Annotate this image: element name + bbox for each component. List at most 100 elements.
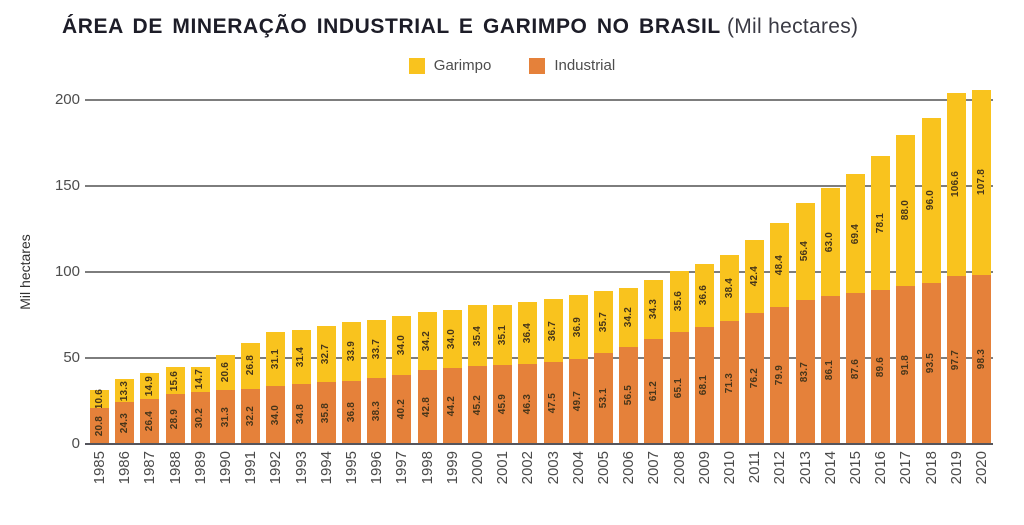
bar-group-2015: 69.4 87.6 <box>846 173 865 444</box>
bar-segment-garimpo: 42.4 <box>745 240 765 313</box>
bar-segment-garimpo: 33.9 <box>342 322 361 381</box>
value-label-garimpo: 36.4 <box>521 322 533 344</box>
value-label-garimpo: 36.6 <box>698 285 710 306</box>
bar-segment-industrial: 71.3 <box>720 321 739 444</box>
value-label-industrial: 32.2 <box>244 406 256 427</box>
bar-segment-industrial: 49.7 <box>568 358 588 444</box>
x-tick-label-1986: 1986 <box>116 451 134 485</box>
value-label-industrial: 98.3 <box>975 349 987 370</box>
value-label-industrial: 38.3 <box>370 400 382 422</box>
bar-segment-garimpo: 36.9 <box>568 295 588 359</box>
x-tick-label-1990: 1990 <box>217 451 234 485</box>
bar-segment-industrial: 34.8 <box>291 384 311 444</box>
x-tick-label-1988: 1988 <box>166 451 184 485</box>
bar-segment-industrial: 24.3 <box>115 402 135 444</box>
y-tick-label-200: 200 <box>54 91 80 108</box>
gridline-200 <box>85 99 993 101</box>
value-label-garimpo: 34.3 <box>647 299 659 320</box>
legend-item-garimpo: Garimpo <box>408 57 492 74</box>
bar-group-2005: 35.7 53.1 <box>594 291 613 444</box>
bar-segment-garimpo: 10.6 <box>90 388 109 410</box>
x-tick-label-2001: 2001 <box>494 451 512 485</box>
bar-group-1987: 14.9 26.4 <box>140 372 160 444</box>
value-label-industrial: 91.8 <box>899 354 911 376</box>
bar-segment-garimpo: 35.7 <box>594 291 613 353</box>
garimpo-swatch-icon <box>408 57 425 74</box>
value-label-garimpo: 10.6 <box>93 388 105 410</box>
x-tick-label-2014: 2014 <box>821 451 839 485</box>
bar-segment-industrial: 38.3 <box>367 378 387 444</box>
value-label-industrial: 83.7 <box>799 361 811 383</box>
bar-segment-industrial: 61.2 <box>644 338 664 444</box>
value-label-garimpo: 32.7 <box>320 344 332 365</box>
value-label-garimpo: 106.6 <box>950 171 962 198</box>
x-tick-label-2020: 2020 <box>973 451 990 485</box>
value-label-industrial: 42.8 <box>421 397 433 418</box>
legend-label-garimpo: Garimpo <box>433 57 492 74</box>
y-tick-label-100: 100 <box>54 263 80 280</box>
bar-segment-garimpo: 26.8 <box>241 342 261 389</box>
bar-segment-garimpo: 35.4 <box>468 305 487 367</box>
value-label-industrial: 28.9 <box>169 409 181 430</box>
bar-segment-industrial: 42.8 <box>417 370 437 444</box>
gridline-50 <box>85 357 993 359</box>
legend: Garimpo Industrial <box>0 57 1024 74</box>
bar-group-2012: 48.4 79.9 <box>770 223 790 444</box>
value-label-garimpo: 14.9 <box>143 375 155 396</box>
value-label-garimpo: 69.4 <box>849 223 861 244</box>
x-tick-label-2015: 2015 <box>847 451 864 485</box>
value-label-industrial: 40.2 <box>395 399 407 420</box>
legend-item-industrial: Industrial <box>529 57 615 74</box>
value-label-industrial: 20.8 <box>93 415 105 437</box>
value-label-industrial: 49.7 <box>572 391 584 412</box>
value-label-industrial: 36.8 <box>345 402 357 423</box>
bar-group-1995: 33.9 36.8 <box>342 322 361 444</box>
value-label-industrial: 45.2 <box>471 394 483 416</box>
bar-group-2016: 78.1 89.6 <box>871 155 891 444</box>
value-label-industrial: 31.3 <box>219 406 231 428</box>
value-label-industrial: 26.4 <box>143 411 155 432</box>
bar-segment-garimpo: 34.3 <box>644 279 664 339</box>
bar-segment-garimpo: 13.3 <box>115 379 135 403</box>
value-label-industrial: 68.1 <box>698 375 710 396</box>
bar-segment-garimpo: 34.2 <box>417 311 437 371</box>
bar-segment-industrial: 68.1 <box>694 326 714 444</box>
bar-group-1992: 31.1 34.0 <box>266 332 286 444</box>
bar-group-1998: 34.2 42.8 <box>417 311 437 444</box>
value-label-garimpo: 35.1 <box>496 324 508 345</box>
bar-segment-garimpo: 36.6 <box>694 263 714 327</box>
bar-segment-garimpo: 14.7 <box>190 366 210 393</box>
bar-segment-industrial: 30.2 <box>190 392 210 444</box>
value-label-garimpo: 14.7 <box>194 369 206 390</box>
gridline-100 <box>85 271 993 273</box>
value-label-industrial: 86.1 <box>824 359 836 381</box>
x-tick-label-2019: 2019 <box>947 451 965 485</box>
bar-group-1991: 26.8 32.2 <box>241 342 261 444</box>
x-tick-label-2018: 2018 <box>922 451 940 485</box>
bar-group-2009: 36.6 68.1 <box>694 263 714 444</box>
bar-segment-industrial: 28.9 <box>165 394 185 444</box>
bar-segment-industrial: 53.1 <box>594 352 613 444</box>
value-label-garimpo: 34.2 <box>622 307 634 328</box>
value-label-garimpo: 96.0 <box>925 190 937 211</box>
bar-segment-garimpo: 32.7 <box>316 326 336 383</box>
value-label-garimpo: 38.4 <box>723 278 735 299</box>
bar-segment-garimpo: 78.1 <box>871 155 891 290</box>
bar-segment-garimpo: 48.4 <box>770 223 790 307</box>
chart-title-unit: (Mil hectares) <box>720 15 859 38</box>
bar-segment-industrial: 93.5 <box>921 283 941 444</box>
bar-segment-garimpo: 106.6 <box>946 92 966 276</box>
x-tick-label-2008: 2008 <box>670 451 688 485</box>
bar-segment-industrial: 97.7 <box>946 275 966 444</box>
value-label-industrial: 30.2 <box>194 407 206 429</box>
value-label-garimpo: 56.4 <box>799 241 811 262</box>
bar-group-1996: 33.7 38.3 <box>367 320 387 444</box>
bar-segment-industrial: 45.9 <box>493 365 513 444</box>
bar-group-1990: 20.6 31.3 <box>216 354 235 444</box>
x-tick-label-2011: 2011 <box>746 451 764 484</box>
value-label-industrial: 89.6 <box>874 356 886 378</box>
bar-segment-industrial: 47.5 <box>543 362 563 444</box>
bar-group-2020: 107.8 98.3 <box>972 89 991 444</box>
bar-group-2000: 35.4 45.2 <box>468 305 487 444</box>
